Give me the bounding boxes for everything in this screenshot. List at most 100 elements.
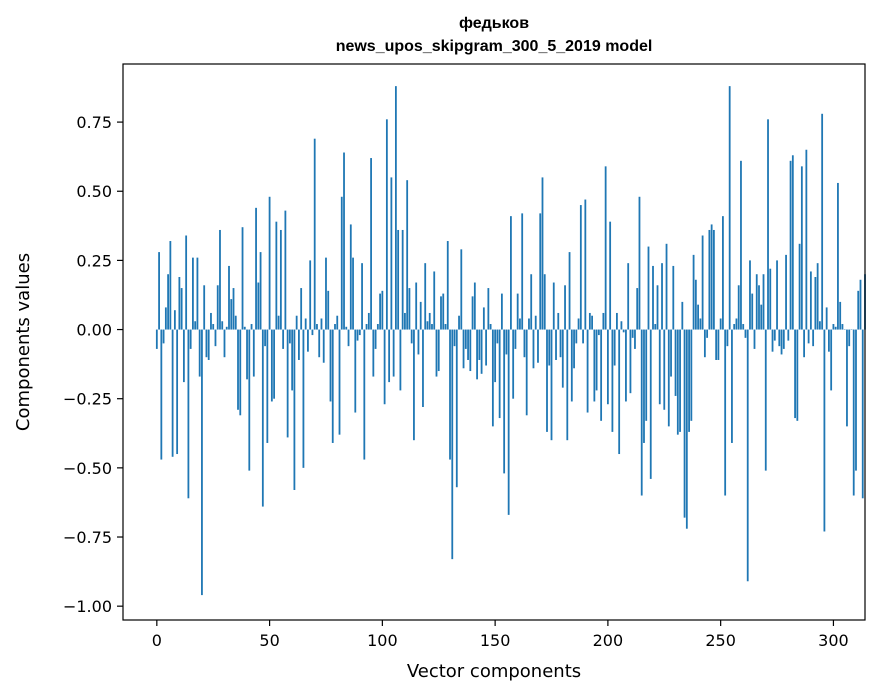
- y-axis: −1.00 −0.75 −0.50 −0.25 0.00 0.25 0.50 0.75: [63, 113, 123, 616]
- bar-32: [228, 265, 230, 330]
- bar-309: [852, 329, 855, 496]
- bar-253: [726, 329, 729, 347]
- bar-201: [609, 221, 612, 330]
- bar-98: [376, 324, 379, 330]
- bar-79: [334, 324, 336, 330]
- bar-159: [514, 329, 517, 349]
- bar-112: [408, 288, 411, 330]
- bar-7: [171, 329, 174, 457]
- bar-249: [717, 329, 720, 360]
- bar-298: [828, 329, 830, 352]
- bar-213: [636, 288, 639, 330]
- bar-128: [444, 324, 447, 330]
- bar-12: [182, 329, 185, 383]
- bar-286: [800, 166, 803, 330]
- bar-70: [313, 138, 316, 330]
- bar-54: [277, 315, 280, 330]
- bar-186: [575, 329, 578, 344]
- bar-89: [356, 329, 359, 341]
- bar-82: [340, 196, 343, 330]
- bar-101: [383, 329, 386, 405]
- bar-14: [187, 329, 190, 499]
- bar-266: [755, 274, 758, 330]
- bar-276: [778, 329, 781, 347]
- bar-64: [300, 288, 303, 330]
- bar-184: [570, 329, 573, 402]
- bar-6: [169, 241, 172, 330]
- bar-91: [361, 263, 363, 330]
- bar-198: [602, 312, 605, 330]
- bar-163: [523, 329, 526, 358]
- bar-240: [697, 304, 699, 330]
- bar-111: [406, 180, 409, 330]
- bar-205: [618, 329, 621, 455]
- bar-97: [374, 329, 377, 349]
- bar-274: [773, 329, 776, 341]
- bar-307: [848, 329, 851, 347]
- bar-62: [295, 315, 298, 330]
- bar-36: [237, 329, 239, 410]
- bar-269: [762, 274, 765, 330]
- bar-246: [710, 224, 713, 330]
- bar-224: [661, 263, 663, 330]
- bar-51: [270, 329, 273, 402]
- bar-141: [473, 282, 476, 330]
- bar-148: [489, 324, 492, 330]
- bar-93: [365, 324, 368, 330]
- bar-123: [433, 271, 436, 330]
- bar-289: [807, 329, 810, 344]
- bar-72: [318, 329, 321, 358]
- bar-130: [449, 329, 451, 460]
- bar-117: [419, 301, 422, 330]
- bar-77: [329, 329, 332, 402]
- bar-291: [812, 329, 815, 347]
- bar-94: [367, 312, 370, 330]
- x-axis-label: Vector components: [407, 661, 581, 682]
- bar-238: [692, 254, 695, 330]
- bar-293: [816, 263, 819, 330]
- bar-243: [703, 329, 706, 358]
- bar-132: [453, 329, 456, 347]
- bar-250: [719, 318, 722, 330]
- bar-168: [534, 315, 537, 330]
- bar-131: [451, 329, 454, 560]
- bar-3: [162, 329, 165, 344]
- bar-207: [622, 329, 625, 333]
- bar-189: [582, 329, 584, 344]
- x-tick-label: 0: [152, 631, 162, 650]
- bar-285: [798, 243, 801, 330]
- bar-219: [649, 329, 652, 479]
- bar-149: [491, 329, 494, 427]
- bar-225: [663, 329, 666, 410]
- bar-204: [616, 312, 618, 330]
- bar-115: [415, 282, 418, 330]
- bar-206: [620, 321, 623, 330]
- bar-272: [769, 268, 772, 330]
- bar-171: [541, 177, 544, 330]
- x-axis: 0 50 100 150 200 250 300: [152, 620, 849, 650]
- bar-92: [363, 329, 366, 460]
- bar-295: [821, 113, 824, 330]
- bar-39: [243, 326, 246, 330]
- bar-270: [764, 329, 767, 471]
- bar-113: [410, 329, 413, 344]
- bar-233: [681, 301, 684, 330]
- bar-104: [390, 177, 393, 330]
- bar-185: [573, 329, 575, 369]
- y-tick-label: 0.00: [76, 321, 112, 340]
- bar-257: [735, 318, 738, 330]
- bar-217: [645, 329, 648, 421]
- y-tick-label: 0.50: [76, 182, 112, 201]
- bar-43: [252, 329, 255, 377]
- bar-53: [275, 221, 278, 330]
- bar-71: [316, 324, 318, 330]
- bar-126: [440, 296, 442, 330]
- bar-57: [284, 210, 287, 330]
- bar-95: [370, 158, 372, 330]
- bar-102: [385, 119, 388, 330]
- bar-179: [559, 329, 562, 358]
- y-tick-label: −0.50: [63, 459, 112, 478]
- bar-50: [268, 196, 271, 330]
- bar-202: [611, 329, 614, 432]
- bar-228: [670, 329, 672, 377]
